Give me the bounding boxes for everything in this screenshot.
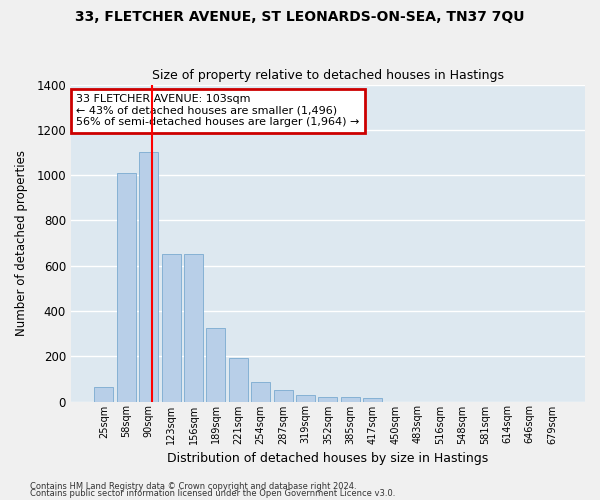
Title: Size of property relative to detached houses in Hastings: Size of property relative to detached ho… (152, 69, 504, 82)
Bar (251, 382, 270, 402)
Y-axis label: Number of detached properties: Number of detached properties (15, 150, 28, 336)
Bar (206, 328, 226, 402)
Bar (161, 254, 181, 402)
Text: 33 FLETCHER AVENUE: 103sqm
← 43% of detached houses are smaller (1,496)
56% of s: 33 FLETCHER AVENUE: 103sqm ← 43% of deta… (76, 94, 359, 128)
Bar (274, 390, 293, 402)
Bar (341, 397, 360, 402)
Text: Contains public sector information licensed under the Open Government Licence v3: Contains public sector information licen… (30, 490, 395, 498)
Bar (94, 387, 113, 402)
Text: 33, FLETCHER AVENUE, ST LEONARDS-ON-SEA, TN37 7QU: 33, FLETCHER AVENUE, ST LEONARDS-ON-SEA,… (75, 10, 525, 24)
Bar (184, 254, 203, 402)
Bar (139, 152, 158, 402)
Text: Contains HM Land Registry data © Crown copyright and database right 2024.: Contains HM Land Registry data © Crown c… (30, 482, 356, 491)
X-axis label: Distribution of detached houses by size in Hastings: Distribution of detached houses by size … (167, 452, 488, 465)
Bar (363, 398, 382, 402)
Bar (229, 358, 248, 402)
Bar (319, 397, 337, 402)
Bar (296, 394, 315, 402)
Bar (117, 173, 136, 402)
